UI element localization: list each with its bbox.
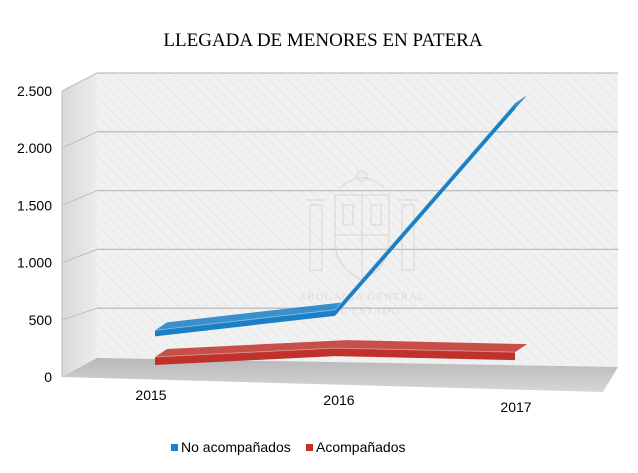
legend-swatch-acompanados — [306, 444, 313, 451]
gridlines — [61, 72, 618, 321]
gridline-side — [61, 131, 98, 149]
series-layer — [154, 95, 527, 365]
y-tick-label: 1.000 — [17, 255, 52, 271]
watermark: ABOGACÍA GENERAL DEL ESTADO — [298, 170, 426, 317]
series-line — [155, 348, 515, 365]
x-tick-label: 2015 — [135, 387, 166, 403]
watermark-text-2: DEL ESTADO — [324, 305, 400, 317]
y-tick-label: 2.500 — [17, 83, 52, 99]
gridline-side — [61, 190, 98, 206]
chart-title: LLEGADA DE MENORES EN PATERA — [163, 30, 482, 51]
y-tick-label: 500 — [29, 312, 53, 328]
series-ribbon-top — [155, 340, 527, 357]
y-axis: 0 500 1.000 1.500 2.000 2.500 — [17, 83, 52, 385]
y-tick-label: 2.000 — [17, 140, 52, 156]
y-tick-label: 1.500 — [17, 197, 52, 213]
legend: No acompañados Acompañados — [171, 439, 406, 455]
x-axis: 2015 2016 2017 — [135, 387, 531, 415]
x-tick-label: 2017 — [500, 399, 531, 415]
left-wall — [62, 73, 97, 377]
gridline-side — [61, 248, 98, 264]
x-tick-label: 2016 — [323, 392, 354, 408]
gridline-side — [61, 72, 98, 92]
gridline-side — [61, 307, 98, 321]
watermark-text-1: ABOGACÍA GENERAL — [298, 291, 426, 303]
y-tick-label: 0 — [44, 369, 52, 385]
legend-label-no-acompanados: No acompañados — [181, 439, 291, 455]
coat-of-arms-icon — [306, 170, 418, 281]
series-highlight — [154, 347, 516, 358]
back-wall — [97, 73, 618, 367]
legend-label-acompanados: Acompañados — [316, 439, 406, 455]
series-highlight — [154, 102, 516, 331]
floor — [62, 358, 618, 392]
legend-swatch-no-acompanados — [171, 444, 178, 451]
